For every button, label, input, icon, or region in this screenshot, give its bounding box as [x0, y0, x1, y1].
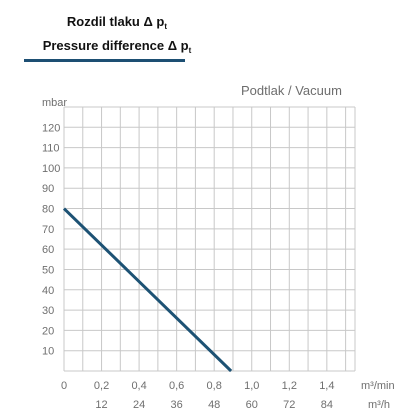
y-tick-label: 80 [42, 204, 54, 216]
y-tick-label: 100 [42, 163, 60, 175]
y-axis-unit: mbar [42, 97, 67, 109]
y-tick-label: 50 [42, 264, 54, 276]
x2-tick-label: 72 [283, 399, 295, 411]
title-english: Pressure difference Δ pt [42, 38, 192, 55]
x2-axis-unit: m³/h [368, 399, 390, 411]
x-tick-label: 1,2 [282, 380, 297, 392]
y-tick-label: 70 [42, 224, 54, 236]
y-tick-label: 120 [42, 122, 60, 134]
x2-tick-label: 60 [246, 399, 258, 411]
x2-tick-label: 36 [171, 399, 183, 411]
y-tick-label: 110 [42, 143, 60, 155]
x2-tick-label: 84 [321, 399, 333, 411]
x-tick-label: 1,4 [319, 380, 334, 392]
y-tick-label: 30 [42, 305, 54, 317]
x-tick-label: 1,0 [244, 380, 259, 392]
x2-tick-label: 48 [208, 399, 220, 411]
x-axis-unit: m³/min [361, 380, 395, 392]
x2-tick-label: 12 [95, 399, 107, 411]
y-tick-label: 90 [42, 183, 54, 195]
x-tick-label: 0 [61, 380, 67, 392]
title-czech: Rozdil tlaku Δ pt [66, 14, 168, 31]
y-tick-label: 40 [42, 285, 54, 297]
title-underline [24, 59, 185, 62]
y-tick-label: 20 [42, 325, 54, 337]
pressure-line [62, 207, 233, 373]
chart-subtitle: Podtlak / Vacuum [241, 83, 342, 98]
chart-heading: Rozdil tlaku Δ pt Pressure difference Δ … [22, 12, 212, 60]
x-tick-label: 0,6 [169, 380, 184, 392]
x2-tick-label: 24 [133, 399, 145, 411]
x-tick-label: 0,4 [131, 380, 146, 392]
x-tick-label: 0,2 [94, 380, 109, 392]
y-tick-label: 60 [42, 244, 54, 256]
x-tick-label: 0,8 [207, 380, 222, 392]
y-tick-label: 10 [42, 346, 54, 358]
